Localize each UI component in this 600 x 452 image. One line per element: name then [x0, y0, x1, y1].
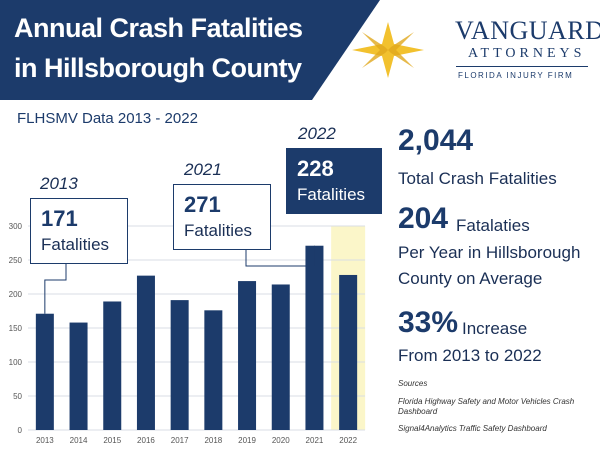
logo-tagline: FLORIDA INJURY FIRM	[458, 71, 574, 80]
logo-divider	[456, 66, 588, 67]
average-value: 204	[398, 202, 449, 235]
increase-value: 33%	[398, 306, 459, 339]
total-fatalities-value: 2,044	[398, 124, 474, 157]
source-item-2: Signal4Analytics Traffic Safety Dashboar…	[398, 424, 547, 433]
y-tick-label: 250	[9, 256, 23, 265]
bar-2016	[136, 275, 155, 430]
callout-2021-label: Fatalities	[184, 221, 253, 240]
logo-subtitle: ATTORNEYS	[468, 46, 586, 61]
y-tick-label: 50	[13, 392, 22, 401]
callout-leader-2013	[44, 264, 67, 314]
callout-2013: 171 Fatalities	[30, 198, 128, 264]
callout-2021-value: 271	[184, 192, 221, 217]
source-item-1: Florida Highway Safety and Motor Vehicle…	[398, 397, 575, 416]
average-label-1: Fatalaties	[456, 216, 530, 235]
y-tick-label: 300	[9, 222, 23, 231]
bar-2015	[103, 301, 122, 430]
x-tick-label: 2013	[36, 436, 54, 445]
callout-2022: 228 Fatalities	[286, 148, 382, 214]
x-tick-label: 2015	[103, 436, 121, 445]
bar-2020	[271, 284, 290, 430]
average-label-2: Per Year in Hillsborough	[398, 243, 581, 262]
callout-2013-year: 2013	[40, 174, 78, 193]
y-tick-label: 100	[9, 358, 23, 367]
x-tick-label: 2020	[272, 436, 290, 445]
x-tick-label: 2016	[137, 436, 155, 445]
increase-label-2: From 2013 to 2022	[398, 346, 542, 365]
y-tick-label: 200	[9, 290, 23, 299]
x-tick-label: 2014	[70, 436, 88, 445]
bar-2018	[204, 310, 223, 430]
x-tick-label: 2022	[339, 436, 357, 445]
callout-2022-value: 228	[297, 156, 334, 181]
increase-label-1: Increase	[462, 319, 528, 338]
title-line-1: Annual Crash Fatalities	[14, 13, 303, 43]
y-tick-label: 150	[9, 324, 23, 333]
bar-2021	[305, 245, 324, 430]
bar-2022	[339, 274, 358, 430]
x-tick-label: 2017	[171, 436, 189, 445]
callout-2022-year: 2022	[298, 124, 336, 143]
bar-2014	[69, 322, 88, 430]
x-tick-label: 2018	[204, 436, 222, 445]
vanguard-logo: VANGUARD ATTORNEYS FLORIDA INJURY FIRM	[352, 14, 600, 94]
average-label-3: County on Average	[398, 269, 543, 288]
page-title: Annual Crash Fatalities in Hillsborough …	[14, 8, 334, 88]
chart-subtitle: FLHSMV Data 2013 - 2022	[17, 110, 198, 127]
logo-name: VANGUARD	[455, 16, 600, 45]
x-tick-label: 2019	[238, 436, 256, 445]
callout-2013-label: Fatalities	[41, 235, 110, 254]
title-line-2: in Hillsborough County	[14, 53, 302, 83]
callout-leader-2021	[245, 245, 315, 267]
sources-heading: Sources	[398, 379, 428, 388]
x-tick-label: 2021	[306, 436, 324, 445]
callout-2013-value: 171	[41, 206, 78, 231]
y-tick-label: 0	[18, 426, 23, 435]
bar-2019	[238, 281, 257, 430]
bar-2013	[35, 313, 54, 430]
total-fatalities-label: Total Crash Fatalities	[398, 169, 557, 188]
bar-2017	[170, 300, 189, 430]
callout-2021-year: 2021	[184, 160, 222, 179]
callout-2022-label: Fatalities	[297, 185, 366, 204]
star-logo-icon	[352, 22, 424, 78]
title-banner: Annual Crash Fatalities in Hillsborough …	[0, 0, 380, 100]
callout-2021: 271 Fatalities	[173, 184, 271, 250]
